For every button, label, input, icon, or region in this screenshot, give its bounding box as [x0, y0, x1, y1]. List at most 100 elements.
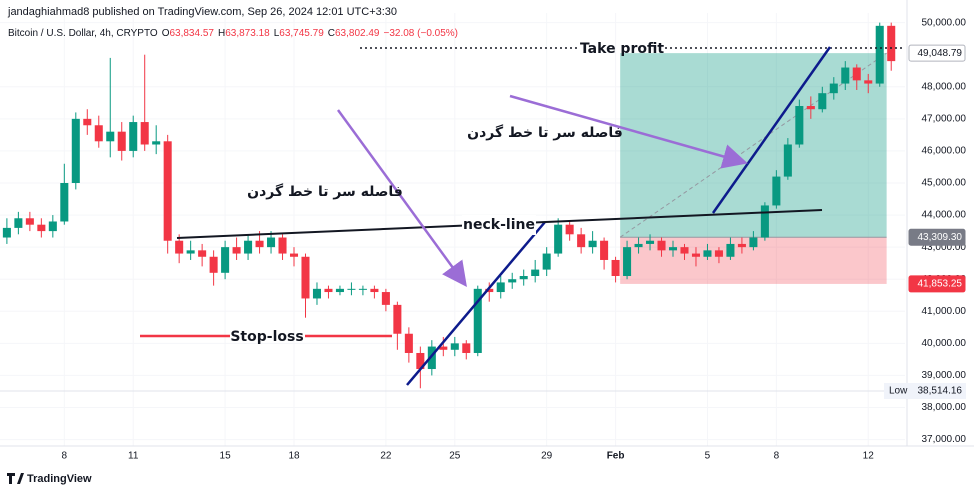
candle-body: [267, 237, 276, 248]
candle-body: [393, 304, 402, 334]
candle-body: [531, 269, 540, 277]
candle-body: [14, 218, 23, 228]
y-tick-label: 48,000.00: [922, 81, 967, 92]
candle-body: [370, 288, 379, 293]
symbol-legend: Bitcoin / U.S. Dollar, 4h, CRYPTO O63,834…: [8, 28, 458, 39]
y-tick-label: 47,000.00: [922, 113, 967, 124]
candle-body: [623, 247, 632, 277]
legend-item: −32.08 (−0.05%): [384, 28, 459, 39]
candle-body: [818, 93, 827, 110]
candle-body: [278, 237, 287, 254]
note: فاصله سر تا خط گردن: [247, 183, 403, 200]
candle-body: [726, 243, 735, 257]
y-tick-label: 37,000.00: [922, 434, 967, 445]
trend-line: [711, 46, 832, 214]
x-tick-label: 8: [774, 451, 780, 462]
candle-body: [680, 247, 689, 254]
candle-body: [381, 292, 390, 305]
x-tick-label: 18: [288, 451, 300, 462]
low-label-value: 38,514.16: [918, 386, 963, 397]
candle-body: [37, 224, 46, 232]
candle-body: [657, 240, 666, 251]
candle-body: [864, 80, 873, 84]
y-tick-label: 45,000.00: [922, 178, 967, 189]
candle-body: [106, 131, 115, 142]
legend-item: L: [274, 28, 280, 39]
note: فاصله سر تا خط گردن: [467, 124, 623, 141]
arrow: [336, 109, 467, 288]
candle-body: [772, 176, 781, 206]
y-tick-label: 41,000.00: [922, 306, 967, 317]
candle-body: [71, 118, 80, 183]
candle-body: [416, 352, 425, 370]
candle-body: [554, 224, 563, 254]
candle-body: [404, 333, 413, 353]
candles: [2, 22, 896, 389]
candle-body: [117, 131, 126, 151]
y-tick-label: 38,000.00: [922, 402, 967, 413]
candle-body: [760, 205, 769, 238]
candle-body: [795, 106, 804, 145]
candle-body: [542, 253, 551, 270]
x-tick-label: 11: [128, 451, 139, 462]
candle-body: [473, 288, 482, 353]
legend-item: O: [162, 28, 170, 39]
candle-body: [255, 240, 264, 248]
candle-body: [668, 247, 678, 251]
candle-body: [129, 122, 138, 151]
legend-item: H: [218, 28, 225, 39]
candle-body: [312, 288, 321, 299]
legend-item: 63,745.79: [279, 28, 324, 39]
candle-body: [335, 288, 344, 293]
label-background: [462, 215, 536, 235]
price-label-box: [908, 228, 966, 246]
candle-body: [577, 234, 586, 248]
publisher: jandaghiahmad8 published on TradingView.…: [7, 6, 397, 18]
candle-body: [875, 25, 884, 84]
candle-body: [496, 282, 505, 293]
candle-body: [450, 343, 459, 350]
price-label: 43,309.30: [918, 232, 963, 243]
candle-body: [508, 279, 517, 283]
candle-body: [209, 256, 218, 273]
candle-body: [198, 250, 207, 257]
legend-item: 63,873.18: [225, 28, 270, 39]
y-tick-label: 39,000.00: [922, 370, 967, 381]
symbol: Bitcoin / U.S. Dollar, 4h, CRYPTO: [8, 28, 158, 39]
y-tick-label: 46,000.00: [922, 146, 967, 157]
candle-body: [841, 67, 850, 84]
x-tick-label: 5: [705, 451, 711, 462]
candle-body: [221, 247, 230, 273]
candle-body: [358, 288, 367, 290]
price-label: 41,853.25: [918, 279, 963, 290]
neck-line-label: neck-line: [463, 217, 535, 233]
candle-body: [163, 141, 172, 241]
take-profit-label: Take profit: [580, 41, 664, 57]
x-tick-label: 22: [380, 451, 392, 462]
candle-body: [324, 288, 333, 293]
x-tick-label: 12: [863, 451, 875, 462]
candle-body: [485, 288, 494, 293]
price-label: 49,048.79: [918, 48, 963, 59]
x-tick-label: 29: [541, 451, 553, 462]
candle-body: [439, 346, 448, 350]
candle-body: [691, 253, 700, 257]
candle-body: [565, 224, 574, 235]
candle-body: [347, 288, 356, 290]
candle-body: [829, 83, 838, 94]
price-label-box: [908, 44, 966, 62]
candle-body: [232, 247, 241, 254]
legend-item: 63,834.57: [169, 28, 214, 39]
path-line: [619, 52, 887, 238]
y-tick-label: 43,000.00: [922, 242, 967, 253]
price-labels: 49,048.79 43,309.30 41,853.25 Low 38,514.16: [0, 44, 966, 400]
brand: TradingView: [27, 473, 92, 485]
legend-item: 63,802.49: [335, 28, 380, 39]
candle-body: [634, 243, 643, 248]
candle-body: [289, 253, 299, 257]
candle-body: [152, 141, 161, 145]
y-tick-label: 50,000.00: [922, 17, 967, 28]
stop-loss-label: Stop-loss: [230, 329, 303, 345]
low-label-box: [884, 383, 966, 400]
